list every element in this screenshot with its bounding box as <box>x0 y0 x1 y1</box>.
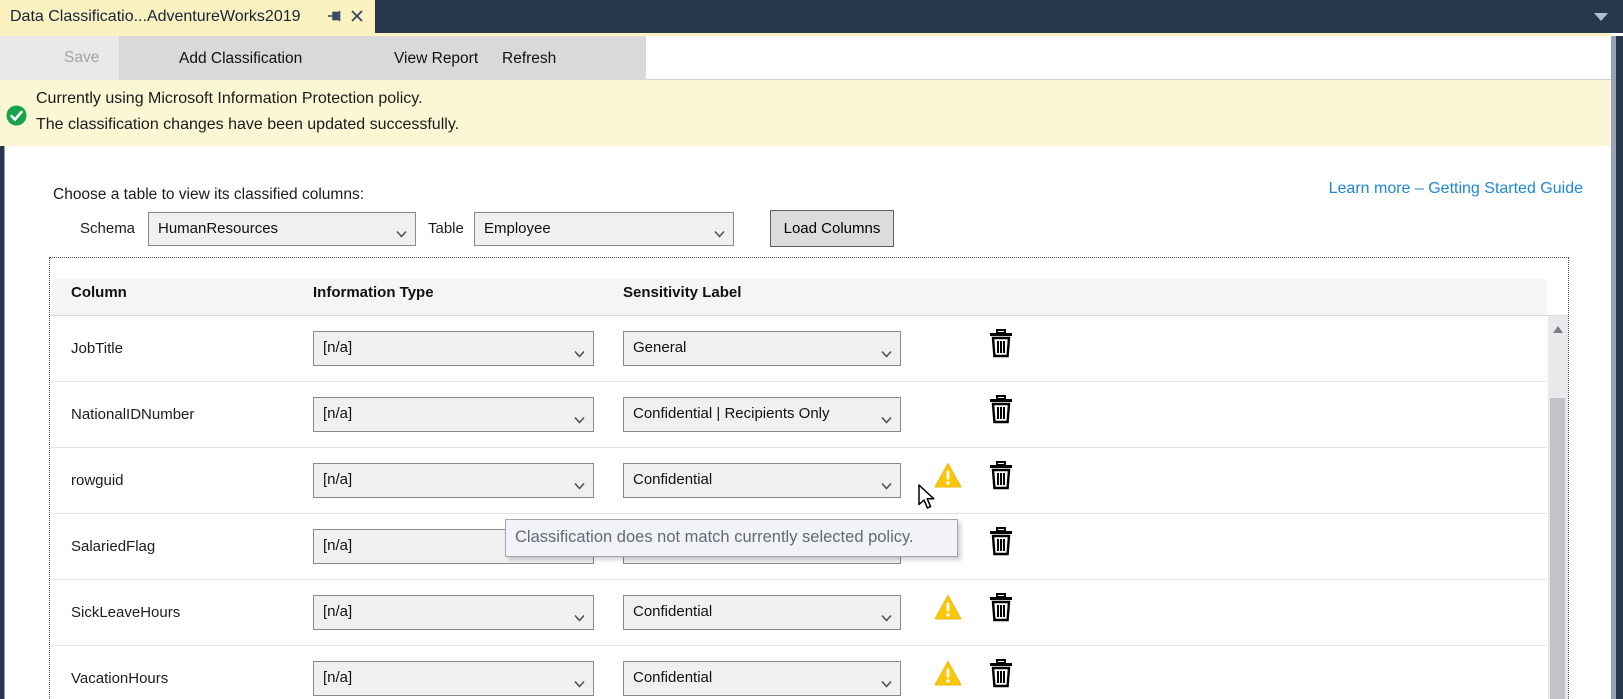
sensitivity-label-select[interactable]: General <box>623 331 901 366</box>
vertical-scrollbar[interactable] <box>1548 316 1568 699</box>
sensitivity-label-select[interactable]: Confidential <box>623 463 901 498</box>
window-left-edge <box>0 36 4 699</box>
policy-mismatch-warning-icon[interactable] <box>934 660 962 688</box>
choose-table-caption: Choose a table to view its classified co… <box>53 186 365 203</box>
chevron-down-icon <box>574 411 585 424</box>
delete-classification-button[interactable] <box>989 593 1013 622</box>
toolbar: Save Add Classification View Report Refr… <box>0 36 1611 106</box>
policy-mismatch-warning-icon[interactable] <box>934 462 962 490</box>
column-name: rowguid <box>71 472 124 489</box>
scrollbar-thumb[interactable] <box>1550 398 1565 699</box>
grid-rows: JobTitle [n/a] General <box>50 316 1547 699</box>
chevron-down-icon <box>574 345 585 358</box>
column-name: SalariedFlag <box>71 538 156 555</box>
pin-icon[interactable] <box>326 8 342 29</box>
delete-classification-button[interactable] <box>989 461 1013 490</box>
success-check-icon <box>6 105 27 131</box>
grid-header-separator <box>50 315 1568 316</box>
window-right-edge-highlight <box>1611 36 1616 699</box>
close-icon[interactable] <box>349 8 365 29</box>
policy-mismatch-warning-icon[interactable] <box>934 594 962 622</box>
table-row: VacationHours [n/a] Confidential <box>50 646 1547 699</box>
table-row: JobTitle [n/a] General <box>50 316 1547 382</box>
chevron-down-icon <box>881 477 892 490</box>
information-type-select[interactable]: [n/a] <box>313 331 594 366</box>
column-name: SickLeaveHours <box>71 604 181 621</box>
window-right-edge <box>1616 36 1623 699</box>
table-label: Table <box>428 220 464 237</box>
warning-tooltip: Classification does not match currently … <box>505 519 958 557</box>
information-type-select[interactable]: [n/a] <box>313 397 594 432</box>
delete-classification-button[interactable] <box>989 527 1013 556</box>
information-type-select[interactable]: [n/a] <box>313 463 594 498</box>
table-select[interactable]: Employee <box>474 212 734 246</box>
chevron-down-icon <box>881 675 892 688</box>
refresh-button[interactable]: Refresh <box>502 36 556 80</box>
document-tab-title: Data Classificatio...AdventureWorks2019 <box>10 8 301 25</box>
add-classification-button[interactable]: Add Classification <box>179 36 302 80</box>
grid-header-column: Column <box>71 284 127 301</box>
banner-policy-text: Currently using Microsoft Information Pr… <box>36 90 423 107</box>
document-tab-bar: Data Classificatio...AdventureWorks2019 <box>0 0 1623 33</box>
table-row: NationalIDNumber [n/a] Confidential | Re… <box>50 382 1547 448</box>
save-button[interactable] <box>0 36 119 80</box>
chevron-down-icon <box>881 411 892 424</box>
schema-select[interactable]: HumanResources <box>148 212 416 246</box>
banner-update-text: The classification changes have been upd… <box>36 116 460 133</box>
column-name: NationalIDNumber <box>71 406 195 423</box>
save-button-label: Save <box>64 49 100 66</box>
load-columns-button[interactable]: Load Columns <box>770 210 894 247</box>
active-tab-accent-line <box>0 33 1611 36</box>
tab-list-chevron-down-icon[interactable] <box>1594 13 1608 21</box>
table-row: SickLeaveHours [n/a] Confidential <box>50 580 1547 646</box>
information-type-select[interactable]: [n/a] <box>313 595 594 630</box>
scrollbar-up-arrow-icon[interactable] <box>1553 326 1563 333</box>
view-report-button[interactable]: View Report <box>394 36 478 80</box>
column-name: JobTitle <box>71 340 123 357</box>
column-name: VacationHours <box>71 670 169 687</box>
grid-header-row <box>51 279 1547 316</box>
chevron-down-icon <box>574 477 585 490</box>
chevron-down-icon <box>574 675 585 688</box>
schema-label: Schema <box>80 220 136 237</box>
mouse-cursor <box>917 484 943 517</box>
grid-header-sensitivity-label: Sensitivity Label <box>623 284 742 301</box>
sensitivity-label-select[interactable]: Confidential <box>623 595 901 630</box>
policy-status-banner: Currently using Microsoft Information Pr… <box>0 80 1611 146</box>
information-type-select[interactable]: [n/a] <box>313 661 594 696</box>
delete-classification-button[interactable] <box>989 329 1013 358</box>
learn-more-link[interactable]: Learn more – Getting Started Guide <box>1328 180 1583 197</box>
chevron-down-icon <box>881 345 892 358</box>
window-left-edge-highlight <box>4 36 5 699</box>
chevron-down-icon <box>881 609 892 622</box>
chevron-down-icon <box>396 225 407 238</box>
table-row: rowguid [n/a] Confidential <box>50 448 1547 514</box>
chevron-down-icon <box>714 225 725 238</box>
delete-classification-button[interactable] <box>989 395 1013 424</box>
document-tab[interactable]: Data Classificatio...AdventureWorks2019 <box>0 0 375 33</box>
delete-classification-button[interactable] <box>989 659 1013 688</box>
classification-grid-panel: Column Information Type Sensitivity Labe… <box>49 257 1569 699</box>
grid-header-information-type: Information Type <box>313 284 434 301</box>
sensitivity-label-select[interactable]: Confidential | Recipients Only <box>623 397 901 432</box>
chevron-down-icon <box>574 609 585 622</box>
sensitivity-label-select[interactable]: Confidential <box>623 661 901 696</box>
